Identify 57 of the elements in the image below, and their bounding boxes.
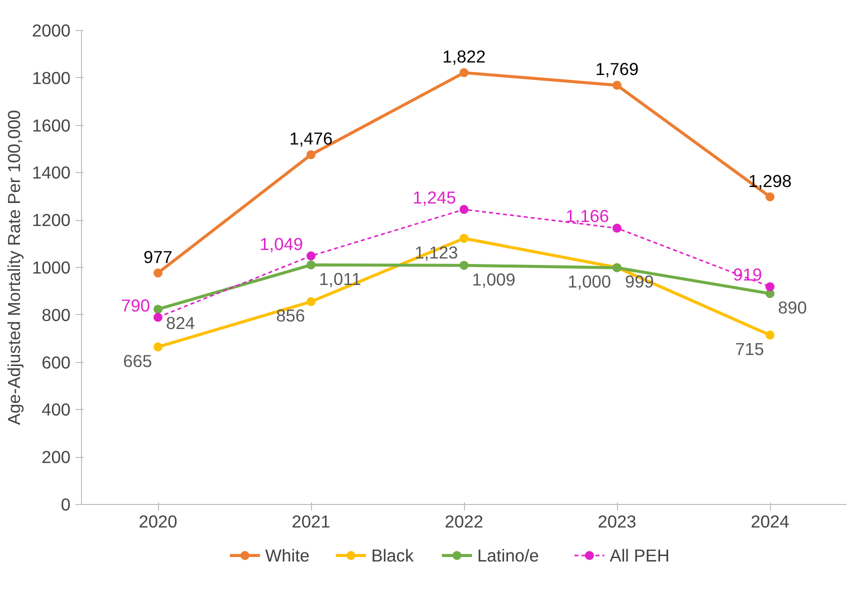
data-label: 1,011 bbox=[319, 268, 362, 289]
data-label: 790 bbox=[121, 295, 150, 316]
point bbox=[460, 68, 468, 78]
y-tick-label: 600 bbox=[42, 352, 71, 372]
point bbox=[306, 260, 316, 270]
y-axis-title: Age-Adjusted Mortality Rate Per 100,000 bbox=[4, 110, 24, 425]
data-label: 1,476 bbox=[289, 128, 333, 149]
data-label: 1,166 bbox=[566, 206, 610, 226]
point bbox=[460, 260, 468, 270]
data-label: 977 bbox=[144, 246, 172, 267]
data-label: 1,245 bbox=[412, 187, 456, 208]
x-tick-label: 2022 bbox=[444, 512, 484, 532]
data-label: 1,822 bbox=[442, 46, 486, 67]
y-tick-label: 2000 bbox=[32, 20, 71, 40]
point bbox=[306, 150, 316, 160]
point bbox=[154, 312, 162, 322]
data-label: 824 bbox=[166, 313, 196, 334]
data-label: 1,049 bbox=[260, 234, 304, 254]
x-tick-label: 2023 bbox=[598, 512, 636, 532]
data-label: 715 bbox=[735, 339, 764, 360]
data-label: 1,000 bbox=[568, 272, 612, 292]
y-tick-label: 800 bbox=[42, 304, 71, 325]
y-tick-label: 400 bbox=[42, 400, 71, 420]
y-tick-label: 1800 bbox=[32, 68, 71, 88]
data-label: 999 bbox=[625, 272, 654, 292]
legend-label: Black bbox=[371, 546, 414, 566]
legend-label: All PEH bbox=[610, 546, 670, 566]
point bbox=[766, 282, 774, 292]
y-tick-label: 1000 bbox=[32, 258, 71, 278]
point bbox=[766, 192, 774, 202]
x-tick-label: 2021 bbox=[292, 512, 330, 532]
point bbox=[612, 80, 622, 90]
data-label: 856 bbox=[276, 306, 306, 326]
x-tick-label: 2020 bbox=[138, 512, 178, 532]
y-tick-label: 1400 bbox=[32, 162, 71, 183]
legend-label: Latino/e bbox=[477, 546, 539, 566]
point bbox=[306, 251, 316, 260]
data-label: 665 bbox=[123, 350, 152, 371]
y-tick-label: 1200 bbox=[32, 210, 71, 230]
data-label: 1,298 bbox=[748, 170, 792, 191]
data-label: 1,769 bbox=[595, 59, 639, 80]
point bbox=[306, 297, 316, 306]
y-tick-label: 1600 bbox=[32, 115, 71, 136]
y-tick-label: 200 bbox=[42, 447, 71, 468]
data-label: 890 bbox=[778, 298, 807, 318]
point bbox=[460, 234, 468, 243]
x-tick-label: 2024 bbox=[750, 512, 790, 532]
data-label: 1,009 bbox=[472, 269, 516, 290]
y-tick-label: 0 bbox=[60, 494, 71, 514]
point bbox=[154, 304, 162, 314]
data-label: 919 bbox=[733, 264, 762, 285]
legend-label: White bbox=[265, 546, 310, 566]
point bbox=[460, 204, 468, 214]
point bbox=[766, 330, 774, 340]
point bbox=[154, 268, 162, 278]
point bbox=[612, 224, 622, 233]
point bbox=[154, 342, 162, 352]
